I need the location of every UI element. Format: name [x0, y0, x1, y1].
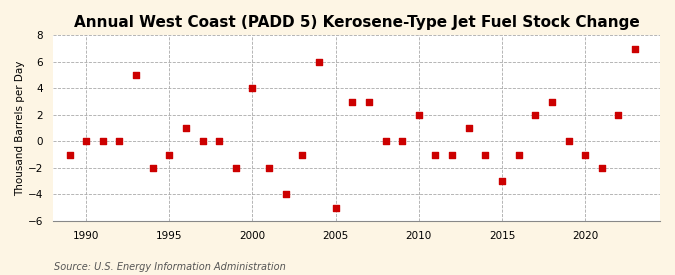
- Text: Source: U.S. Energy Information Administration: Source: U.S. Energy Information Administ…: [54, 262, 286, 272]
- Y-axis label: Thousand Barrels per Day: Thousand Barrels per Day: [15, 60, 25, 196]
- Point: [397, 139, 408, 144]
- Point: [81, 139, 92, 144]
- Point: [247, 86, 258, 90]
- Point: [264, 166, 275, 170]
- Point: [530, 113, 541, 117]
- Point: [597, 166, 608, 170]
- Point: [613, 113, 624, 117]
- Point: [131, 73, 142, 77]
- Title: Annual West Coast (PADD 5) Kerosene-Type Jet Fuel Stock Change: Annual West Coast (PADD 5) Kerosene-Type…: [74, 15, 639, 30]
- Point: [364, 100, 375, 104]
- Point: [297, 153, 308, 157]
- Point: [314, 60, 325, 64]
- Point: [380, 139, 391, 144]
- Point: [214, 139, 225, 144]
- Point: [64, 153, 75, 157]
- Point: [280, 192, 291, 197]
- Point: [413, 113, 424, 117]
- Point: [230, 166, 241, 170]
- Point: [164, 153, 175, 157]
- Point: [330, 206, 341, 210]
- Point: [347, 100, 358, 104]
- Point: [513, 153, 524, 157]
- Point: [147, 166, 158, 170]
- Point: [114, 139, 125, 144]
- Point: [497, 179, 508, 183]
- Point: [197, 139, 208, 144]
- Point: [463, 126, 474, 130]
- Point: [430, 153, 441, 157]
- Point: [547, 100, 558, 104]
- Point: [480, 153, 491, 157]
- Point: [97, 139, 108, 144]
- Point: [180, 126, 191, 130]
- Point: [630, 46, 641, 51]
- Point: [447, 153, 458, 157]
- Point: [580, 153, 591, 157]
- Point: [563, 139, 574, 144]
